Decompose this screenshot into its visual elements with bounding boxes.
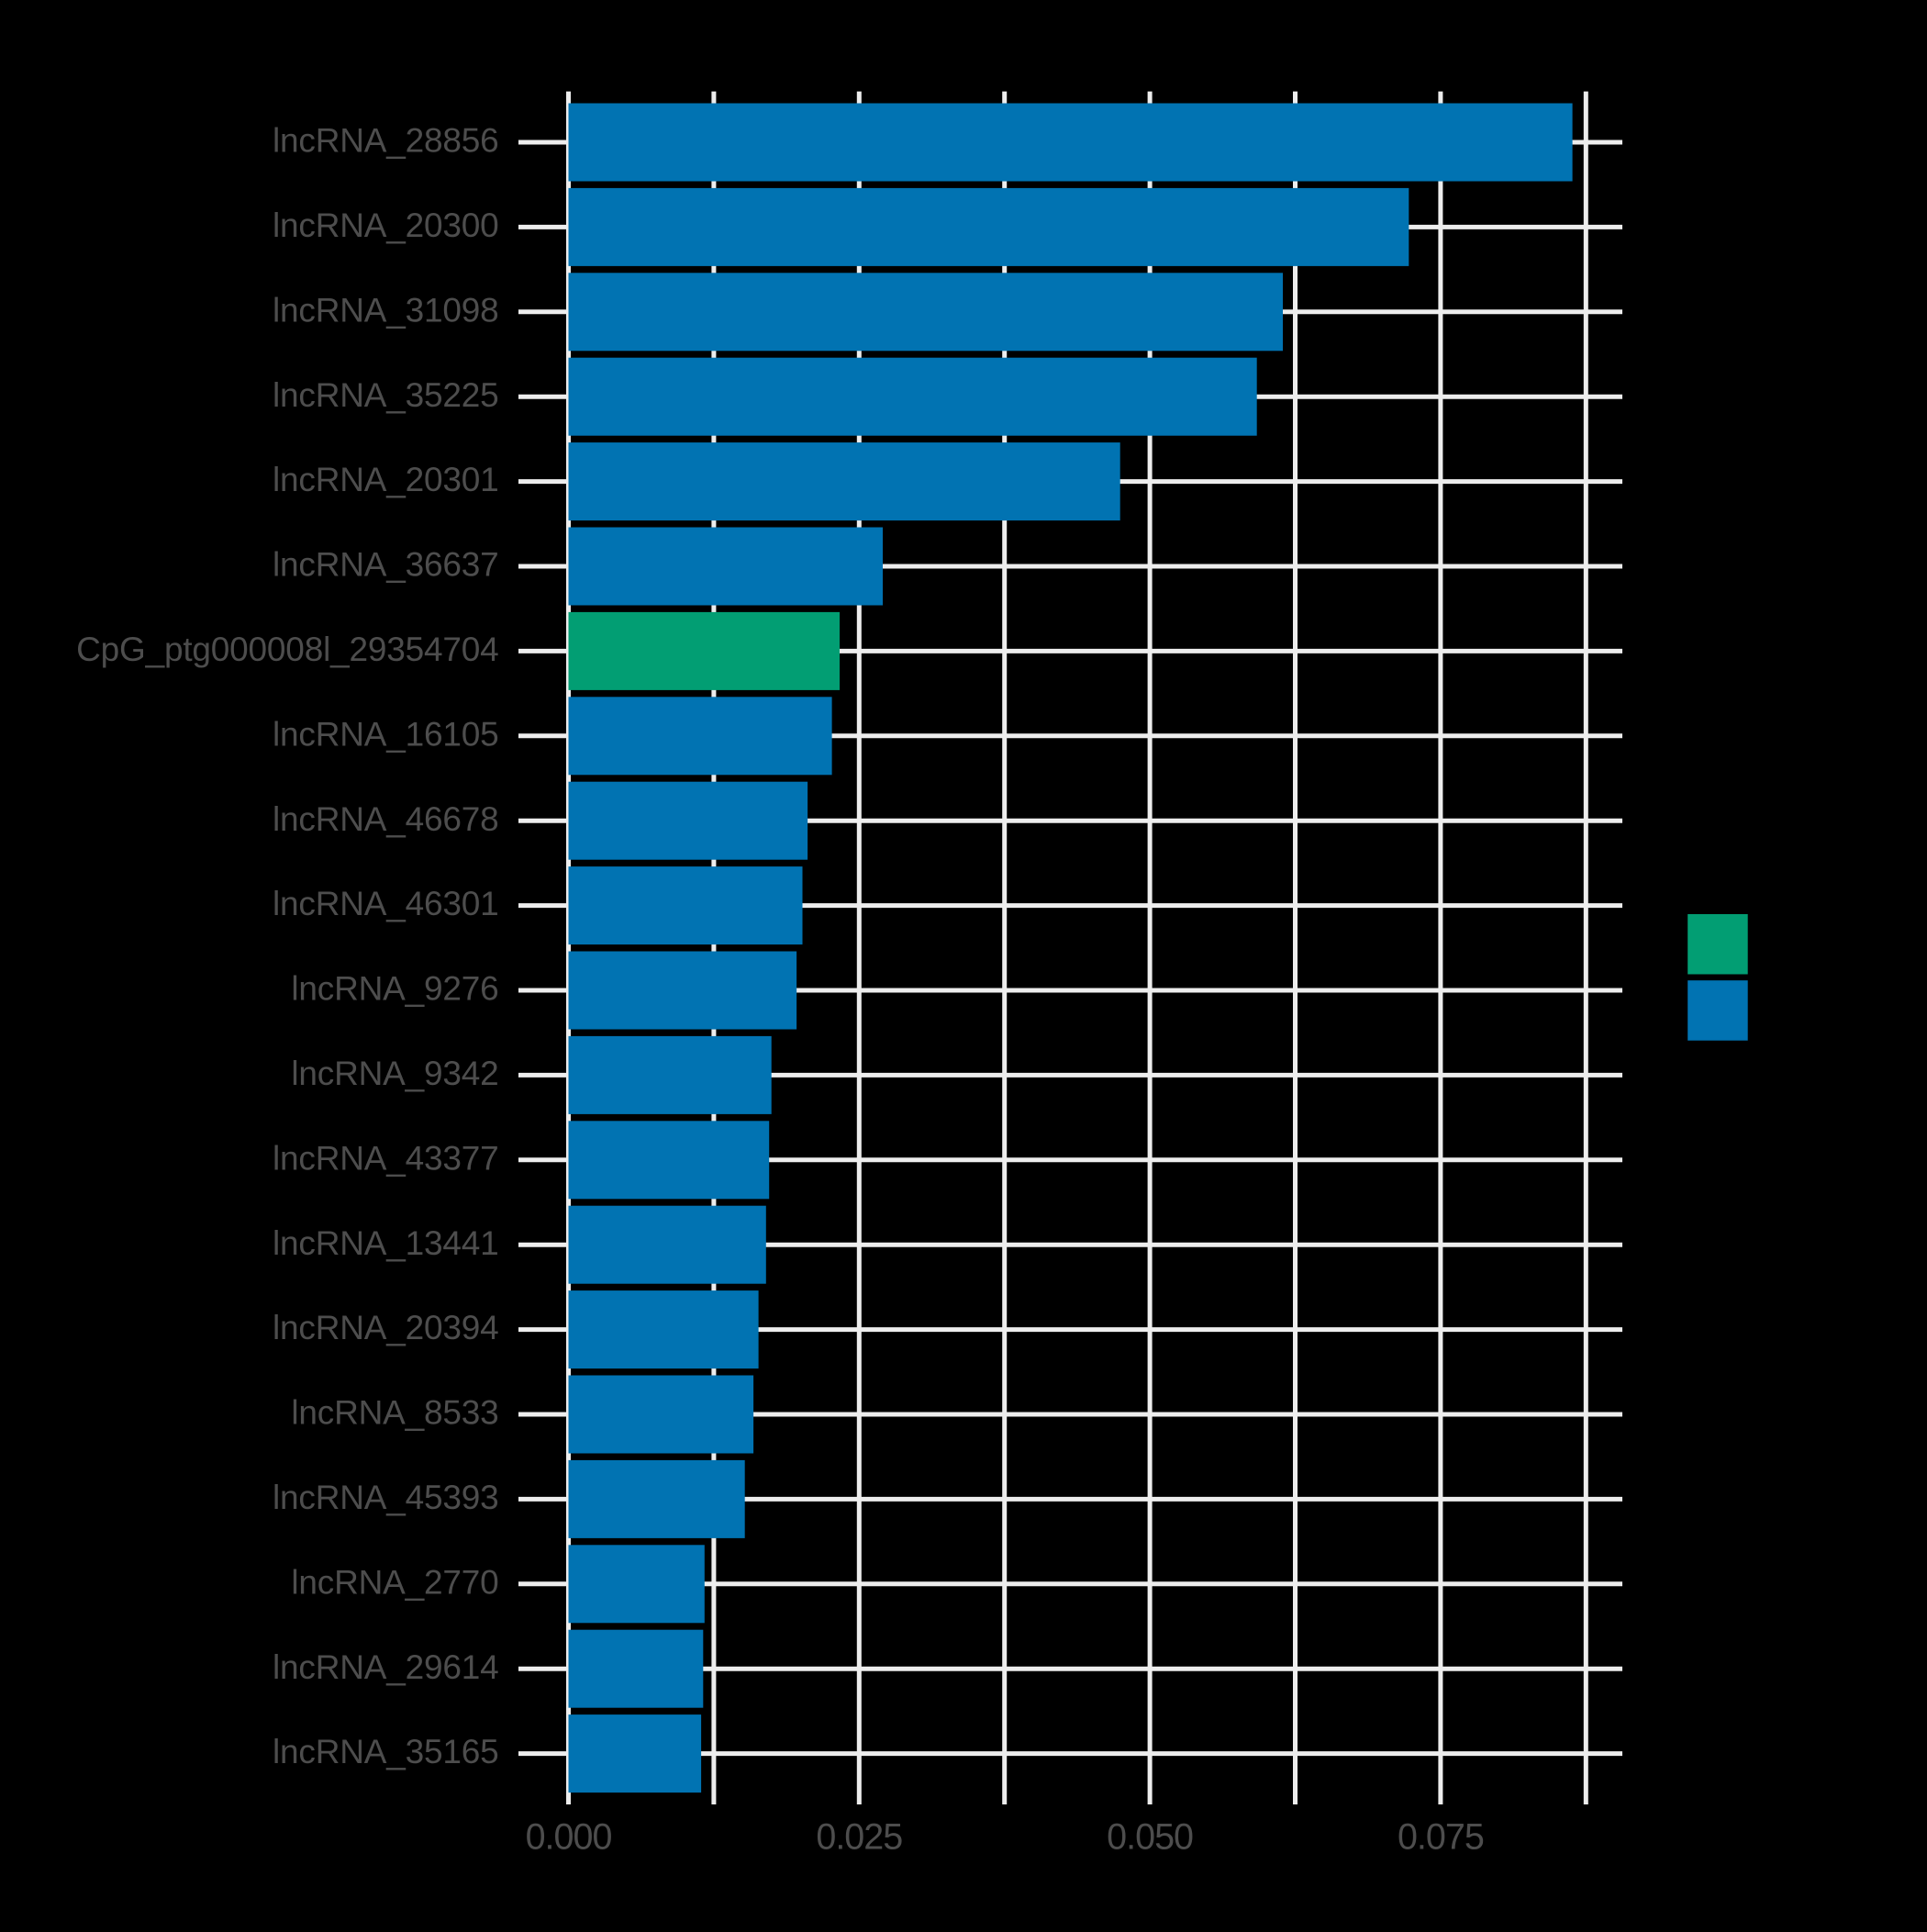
svg-text:lncRNA_13441: lncRNA_13441 xyxy=(273,1224,498,1262)
svg-text:CpG_ptg000008l_29354704: CpG_ptg000008l_29354704 xyxy=(76,631,498,668)
svg-text:lncRNA_20300: lncRNA_20300 xyxy=(273,207,498,244)
svg-text:lncRNA_20301: lncRNA_20301 xyxy=(273,461,498,498)
svg-text:lncRNA_29614: lncRNA_29614 xyxy=(273,1648,498,1686)
svg-text:0.025: 0.025 xyxy=(816,1816,902,1857)
svg-text:lncRNA_28856: lncRNA_28856 xyxy=(273,122,498,160)
svg-text:lncRNA_9342: lncRNA_9342 xyxy=(291,1055,498,1092)
svg-text:lncRNA_35225: lncRNA_35225 xyxy=(273,376,498,414)
svg-text:lncRNA_16105: lncRNA_16105 xyxy=(273,715,498,753)
svg-text:lncRNA_31098: lncRNA_31098 xyxy=(273,291,498,329)
svg-text:lncRNA_45393: lncRNA_45393 xyxy=(273,1479,498,1516)
svg-text:lncRNA_20394: lncRNA_20394 xyxy=(273,1309,498,1346)
svg-text:lncRNA_36637: lncRNA_36637 xyxy=(273,546,498,584)
svg-text:lncRNA_8533: lncRNA_8533 xyxy=(291,1394,498,1432)
svg-text:0.050: 0.050 xyxy=(1107,1816,1193,1857)
svg-text:lncRNA_46678: lncRNA_46678 xyxy=(273,800,498,838)
svg-text:lncRNA_2770: lncRNA_2770 xyxy=(291,1563,498,1601)
svg-text:lncRNA_43377: lncRNA_43377 xyxy=(273,1139,498,1177)
svg-text:0.075: 0.075 xyxy=(1398,1816,1484,1857)
svg-text:lncRNA_46301: lncRNA_46301 xyxy=(273,885,498,922)
svg-text:0.000: 0.000 xyxy=(526,1816,612,1857)
svg-text:lncRNA_9276: lncRNA_9276 xyxy=(291,970,498,1008)
svg-text:lncRNA_35165: lncRNA_35165 xyxy=(273,1733,498,1770)
